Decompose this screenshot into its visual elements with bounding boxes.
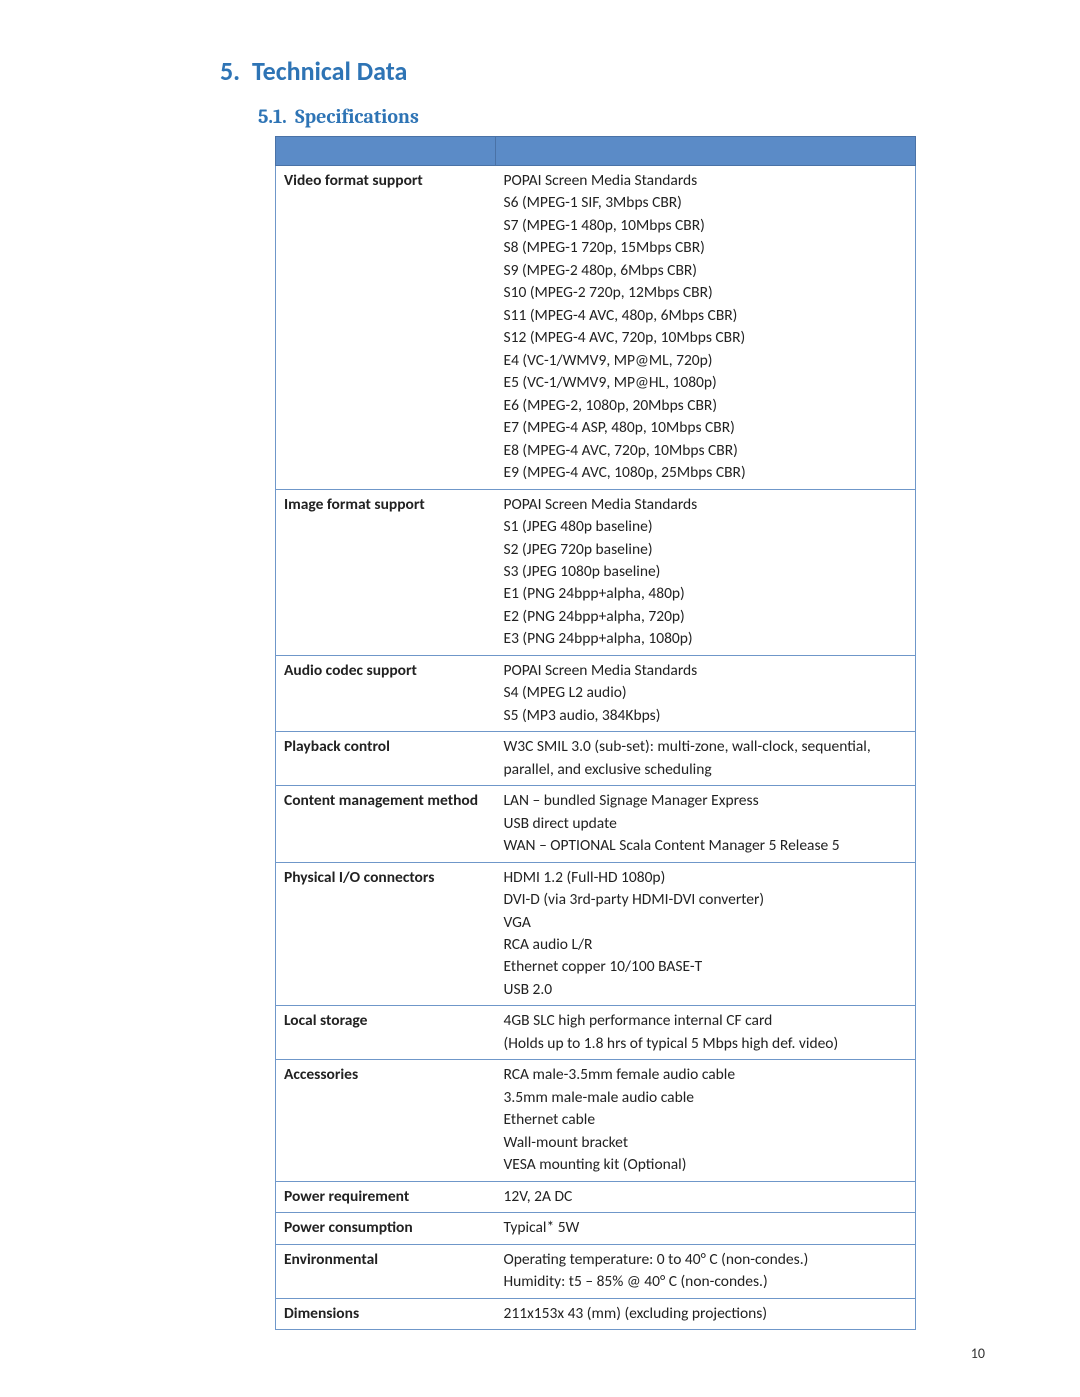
spec-value: POPAI Screen Media StandardsS4 (MPEG L2 … bbox=[496, 655, 916, 731]
spec-value-line: Typical* 5W bbox=[504, 1217, 908, 1239]
table-row: Dimensions 211x153x 43 (mm) (excluding pr… bbox=[276, 1298, 916, 1329]
spec-value-line: 4GB SLC high performance internal CF car… bbox=[504, 1010, 908, 1032]
spec-value: Operating temperature: 0 to 40° C (non-c… bbox=[496, 1244, 916, 1298]
spec-value-line: S7 (MPEG-1 480p, 10Mbps CBR) bbox=[504, 215, 908, 237]
spec-value-line: S3 (JPEG 1080p baseline) bbox=[504, 561, 908, 583]
spec-value-line: E7 (MPEG-4 ASP, 480p, 10Mbps CBR) bbox=[504, 417, 908, 439]
section-title: Technical Data bbox=[252, 55, 407, 87]
spec-value-line: S1 (JPEG 480p baseline) bbox=[504, 516, 908, 538]
spec-value-line: W3C SMIL 3.0 (sub-set): multi-zone, wall… bbox=[504, 736, 908, 781]
spec-value-line: 12V, 2A DC bbox=[504, 1186, 908, 1208]
table-row: Content management methodLAN – bundled S… bbox=[276, 786, 916, 862]
spec-value-line: S8 (MPEG-1 720p, 15Mbps CBR) bbox=[504, 237, 908, 259]
spec-value-line: E9 (MPEG-4 AVC, 1080p, 25Mbps CBR) bbox=[504, 462, 908, 484]
spec-value-line: S11 (MPEG-4 AVC, 480p, 6Mbps CBR) bbox=[504, 305, 908, 327]
table-header-cell bbox=[496, 137, 916, 166]
spec-value-line: VESA mounting kit (Optional) bbox=[504, 1154, 908, 1176]
spec-label: Environmental bbox=[276, 1244, 496, 1298]
spec-value-line: USB direct update bbox=[504, 813, 908, 835]
spec-value-line: S6 (MPEG-1 SIF, 3Mbps CBR) bbox=[504, 192, 908, 214]
table-row: Physical I/O connectorsHDMI 1.2 (Full-HD… bbox=[276, 862, 916, 1006]
spec-value-line: Wall-mount bracket bbox=[504, 1132, 908, 1154]
spec-value-line: (Holds up to 1.8 hrs of typical 5 Mbps h… bbox=[504, 1033, 908, 1055]
table-header-cell bbox=[276, 137, 496, 166]
table-row: Playback controlW3C SMIL 3.0 (sub-set): … bbox=[276, 732, 916, 786]
spec-value: 12V, 2A DC bbox=[496, 1181, 916, 1212]
spec-value-line: POPAI Screen Media Standards bbox=[504, 494, 908, 516]
spec-value-line: S2 (JPEG 720p baseline) bbox=[504, 539, 908, 561]
spec-value: Typical* 5W bbox=[496, 1213, 916, 1244]
spec-value-line: HDMI 1.2 (Full-HD 1080p) bbox=[504, 867, 908, 889]
spec-value-line: VGA bbox=[504, 912, 908, 934]
spec-value-line: E8 (MPEG-4 AVC, 720p, 10Mbps CBR) bbox=[504, 440, 908, 462]
table-row: Image format supportPOPAI Screen Media S… bbox=[276, 489, 916, 655]
spec-label: Power consumption bbox=[276, 1213, 496, 1244]
spec-label: Content management method bbox=[276, 786, 496, 862]
spec-value-line: S9 (MPEG-2 480p, 6Mbps CBR) bbox=[504, 260, 908, 282]
specifications-table: Video format supportPOPAI Screen Media S… bbox=[275, 136, 916, 1330]
spec-label: Physical I/O connectors bbox=[276, 862, 496, 1006]
spec-value-line: E1 (PNG 24bpp+alpha, 480p) bbox=[504, 583, 908, 605]
spec-value-line: Ethernet cable bbox=[504, 1109, 908, 1131]
table-row: Power requirement 12V, 2A DC bbox=[276, 1181, 916, 1212]
spec-label: Playback control bbox=[276, 732, 496, 786]
spec-value-line: 3.5mm male-male audio cable bbox=[504, 1087, 908, 1109]
spec-value-line: RCA audio L/R bbox=[504, 934, 908, 956]
section-heading-5: 5. Technical Data bbox=[220, 55, 985, 87]
subsection-number: 5.1. bbox=[258, 105, 287, 128]
table-row: AccessoriesRCA male-3.5mm female audio c… bbox=[276, 1060, 916, 1181]
spec-label: Dimensions bbox=[276, 1298, 496, 1329]
spec-label: Power requirement bbox=[276, 1181, 496, 1212]
spec-value: POPAI Screen Media StandardsS1 (JPEG 480… bbox=[496, 489, 916, 655]
spec-value-line: POPAI Screen Media Standards bbox=[504, 170, 908, 192]
table-row: Video format supportPOPAI Screen Media S… bbox=[276, 166, 916, 490]
spec-value-line: E3 (PNG 24bpp+alpha, 1080p) bbox=[504, 628, 908, 650]
table-row: Environmental Operating temperature: 0 to… bbox=[276, 1244, 916, 1298]
spec-value-line: E5 (VC-1/WMV9, MP@HL, 1080p) bbox=[504, 372, 908, 394]
spec-value-line: S10 (MPEG-2 720p, 12Mbps CBR) bbox=[504, 282, 908, 304]
spec-value-line: E6 (MPEG-2, 1080p, 20Mbps CBR) bbox=[504, 395, 908, 417]
spec-value-line: DVI-D (via 3rd-party HDMI-DVI converter) bbox=[504, 889, 908, 911]
spec-value-line: 211x153x 43 (mm) (excluding projections) bbox=[504, 1303, 908, 1325]
spec-label: Video format support bbox=[276, 166, 496, 490]
spec-value: 211x153x 43 (mm) (excluding projections) bbox=[496, 1298, 916, 1329]
spec-value-line: S5 (MP3 audio, 384Kbps) bbox=[504, 705, 908, 727]
spec-label: Audio codec support bbox=[276, 655, 496, 731]
spec-label: Image format support bbox=[276, 489, 496, 655]
spec-value-line: S4 (MPEG L2 audio) bbox=[504, 682, 908, 704]
spec-value: POPAI Screen Media StandardsS6 (MPEG-1 S… bbox=[496, 166, 916, 490]
spec-value-line: E2 (PNG 24bpp+alpha, 720p) bbox=[504, 606, 908, 628]
document-page: 5. Technical Data 5.1. Specifications Vi… bbox=[0, 0, 1080, 1397]
spec-value: 4GB SLC high performance internal CF car… bbox=[496, 1006, 916, 1060]
spec-value-line: POPAI Screen Media Standards bbox=[504, 660, 908, 682]
spec-value: LAN – bundled Signage Manager ExpressUSB… bbox=[496, 786, 916, 862]
spec-value: HDMI 1.2 (Full-HD 1080p)DVI-D (via 3rd-p… bbox=[496, 862, 916, 1006]
subsection-title: Specifications bbox=[295, 105, 419, 128]
spec-value-line: LAN – bundled Signage Manager Express bbox=[504, 790, 908, 812]
spec-value-line: E4 (VC-1/WMV9, MP@ML, 720p) bbox=[504, 350, 908, 372]
page-number: 10 bbox=[971, 1345, 985, 1362]
spec-value-line: RCA male-3.5mm female audio cable bbox=[504, 1064, 908, 1086]
spec-value-line: S12 (MPEG-4 AVC, 720p, 10Mbps CBR) bbox=[504, 327, 908, 349]
spec-value: W3C SMIL 3.0 (sub-set): multi-zone, wall… bbox=[496, 732, 916, 786]
spec-label: Local storage bbox=[276, 1006, 496, 1060]
table-row: Local storage 4GB SLC high performance in… bbox=[276, 1006, 916, 1060]
spec-value-line: Ethernet copper 10/100 BASE-T bbox=[504, 956, 908, 978]
table-row: Audio codec supportPOPAI Screen Media St… bbox=[276, 655, 916, 731]
subsection-heading-5-1: 5.1. Specifications bbox=[258, 105, 985, 128]
spec-label: Accessories bbox=[276, 1060, 496, 1181]
table-row: Power consumption Typical* 5W bbox=[276, 1213, 916, 1244]
spec-value-line: USB 2.0 bbox=[504, 979, 908, 1001]
spec-value-line: Operating temperature: 0 to 40° C (non-c… bbox=[504, 1249, 908, 1271]
spec-value: RCA male-3.5mm female audio cable3.5mm m… bbox=[496, 1060, 916, 1181]
table-header-row bbox=[276, 137, 916, 166]
spec-value-line: WAN – OPTIONAL Scala Content Manager 5 R… bbox=[504, 835, 908, 857]
spec-value-line: Humidity: t5 – 85% @ 40° C (non-condes.) bbox=[504, 1271, 908, 1293]
section-number: 5. bbox=[220, 55, 240, 87]
